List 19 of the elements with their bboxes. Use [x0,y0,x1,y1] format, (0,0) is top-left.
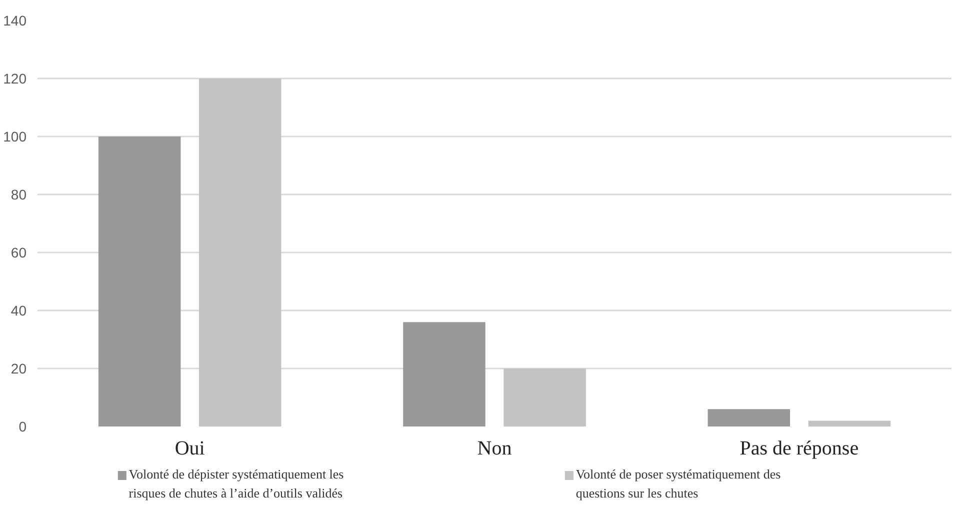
y-tick-label: 40 [10,302,27,318]
y-tick-label: 100 [3,128,27,144]
bar [504,368,586,426]
bar [708,409,790,426]
y-tick-label: 80 [10,186,27,202]
y-tick-label: 0 [18,418,27,434]
legend-label: Volonté de dépister systématiquement les risques de chutes à l’aide d’outils validés [128,466,344,500]
bar [98,136,181,426]
bar [403,322,486,426]
bar [808,420,891,426]
x-tick-label: Pas de réponse [740,438,859,460]
x-tick-label: Non [477,438,512,460]
y-tick-label: 20 [10,360,27,376]
y-tick-label: 140 [3,12,27,28]
y-tick-label: 60 [10,244,27,260]
x-tick-label: Oui [174,438,206,460]
bar [198,78,282,426]
legend-label: Volonté de poser systématiquement des questions sur les chutes [576,466,781,500]
y-tick-label: 120 [3,70,27,86]
